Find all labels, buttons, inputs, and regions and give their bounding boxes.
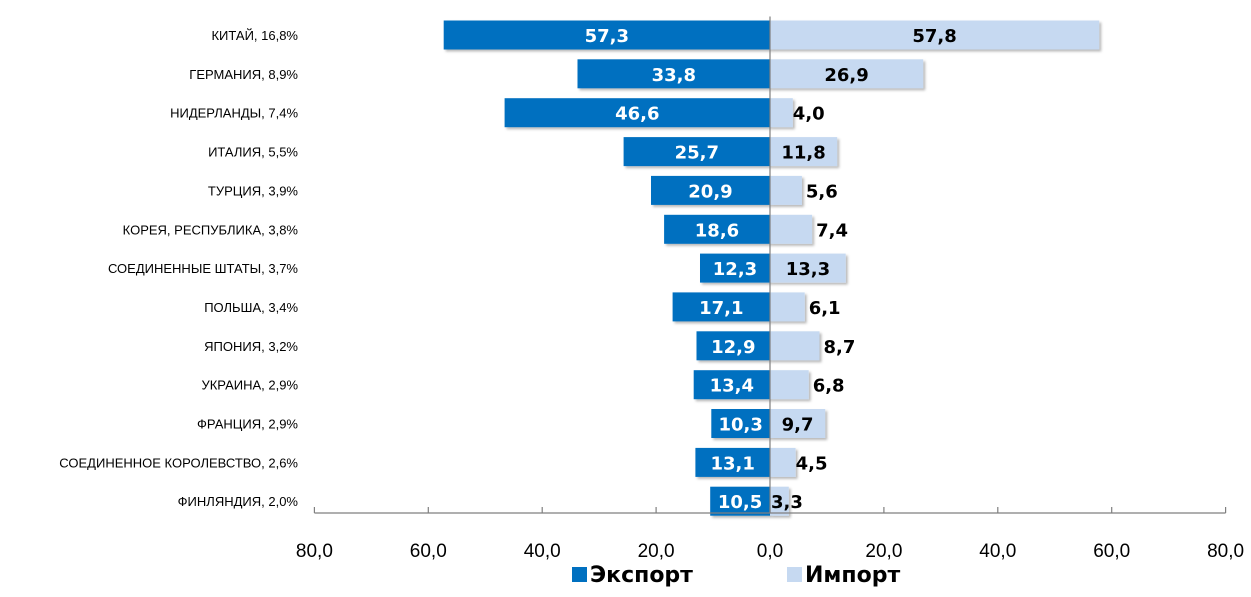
import-value-label: 4,0 xyxy=(793,104,825,125)
import-bar xyxy=(770,447,796,477)
export-value-label: 12,3 xyxy=(713,259,757,280)
category-label: ФРАНЦИЯ, 2,9% xyxy=(197,417,298,432)
import-value-label: 26,9 xyxy=(824,65,868,86)
category-label: ФИНЛЯНДИЯ, 2,0% xyxy=(178,494,299,509)
x-tick-label: 60,0 xyxy=(410,541,447,562)
export-bar xyxy=(700,253,770,283)
export-bar xyxy=(623,137,770,167)
export-bar xyxy=(695,447,770,477)
import-value-label: 7,4 xyxy=(816,220,848,241)
import-value-label: 4,5 xyxy=(796,453,828,474)
export-bar xyxy=(696,331,770,361)
category-label: ГЕРМАНИЯ, 8,9% xyxy=(189,67,298,82)
legend: Экспорт Импорт xyxy=(572,563,900,588)
export-value-label: 20,9 xyxy=(688,181,732,202)
x-tick-label: 20,0 xyxy=(865,541,902,562)
labels-layer: КИТАЙ, 16,8% ГЕРМАНИЯ, 8,9% НИДЕРЛАНДЫ, 7,… xyxy=(59,26,957,513)
export-value-label: 10,5 xyxy=(718,492,762,513)
export-bar xyxy=(672,292,770,322)
import-value-label: 3,3 xyxy=(771,492,803,513)
export-bar xyxy=(693,370,770,400)
export-bar xyxy=(651,175,770,205)
category-label: ИТАЛИЯ, 5,5% xyxy=(208,145,298,160)
export-value-label: 13,1 xyxy=(710,453,754,474)
import-value-label: 57,8 xyxy=(912,26,956,47)
category-label: ТУРЦИЯ, 3,9% xyxy=(208,183,299,198)
import-bar xyxy=(770,137,838,167)
category-label: КИТАЙ, 16,8% xyxy=(211,28,298,43)
category-label: СОЕДИНЕННОЕ КОРОЛЕВСТВО, 2,6% xyxy=(59,455,298,470)
category-label: ЯПОНИЯ, 3,2% xyxy=(204,339,298,354)
x-tick-label: 80,0 xyxy=(1207,541,1244,562)
export-bar xyxy=(664,214,770,244)
export-value-label: 33,8 xyxy=(652,65,696,86)
export-value-label: 13,4 xyxy=(710,376,754,397)
x-tick-label: 0,0 xyxy=(757,541,783,562)
import-value-label: 9,7 xyxy=(782,415,814,436)
category-label: НИДЕРЛАНДЫ, 7,4% xyxy=(170,106,298,121)
import-bar xyxy=(770,370,809,400)
import-value-label: 6,8 xyxy=(813,376,845,397)
import-bar xyxy=(770,98,793,128)
export-value-label: 10,3 xyxy=(718,415,762,436)
category-label: ПОЛЬША, 3,4% xyxy=(204,300,298,315)
import-bar xyxy=(770,20,1100,50)
x-tick-label: 40,0 xyxy=(524,541,561,562)
import-value-label: 8,7 xyxy=(824,337,856,358)
import-bar xyxy=(770,59,924,89)
export-value-label: 25,7 xyxy=(675,143,719,164)
import-bar xyxy=(770,214,813,244)
bars-layer xyxy=(443,20,1100,516)
category-label: КОРЕЯ, РЕСПУБЛИКА, 3,8% xyxy=(123,222,299,237)
legend-label-import: Импорт xyxy=(805,563,900,588)
import-bar xyxy=(770,175,802,205)
x-tick-label: 20,0 xyxy=(638,541,675,562)
x-tick-label: 60,0 xyxy=(1093,541,1130,562)
x-tick-label: 40,0 xyxy=(979,541,1016,562)
export-bar xyxy=(443,20,770,50)
import-value-label: 11,8 xyxy=(781,143,825,164)
export-bar xyxy=(504,98,770,128)
category-label: СОЕДИНЕННЫЕ ШТАТЫ, 3,7% xyxy=(108,261,298,276)
export-value-label: 17,1 xyxy=(699,298,743,319)
axis-layer: 80,0 60,0 40,0 20,0 0,0 20,0 40,0 60,0 80,0 xyxy=(296,16,1244,562)
export-bar xyxy=(710,486,770,516)
export-bar xyxy=(711,409,770,438)
export-bar xyxy=(577,59,770,89)
x-tick-label: 80,0 xyxy=(296,541,333,562)
import-bar xyxy=(770,253,846,283)
import-value-label: 13,3 xyxy=(786,259,830,280)
import-bar xyxy=(770,409,826,438)
export-value-label: 18,6 xyxy=(695,220,739,241)
import-bar xyxy=(770,331,820,361)
export-value-label: 46,6 xyxy=(615,104,659,125)
category-label: УКРАИНА, 2,9% xyxy=(201,378,298,393)
export-value-label: 12,9 xyxy=(711,337,755,358)
legend-swatch-import xyxy=(787,567,802,582)
import-bar xyxy=(770,486,789,516)
import-value-label: 6,1 xyxy=(809,298,841,319)
import-bar xyxy=(770,292,805,322)
import-value-label: 5,6 xyxy=(806,181,838,202)
legend-swatch-export xyxy=(572,567,587,582)
export-value-label: 57,3 xyxy=(585,26,629,47)
legend-label-export: Экспорт xyxy=(590,563,693,588)
